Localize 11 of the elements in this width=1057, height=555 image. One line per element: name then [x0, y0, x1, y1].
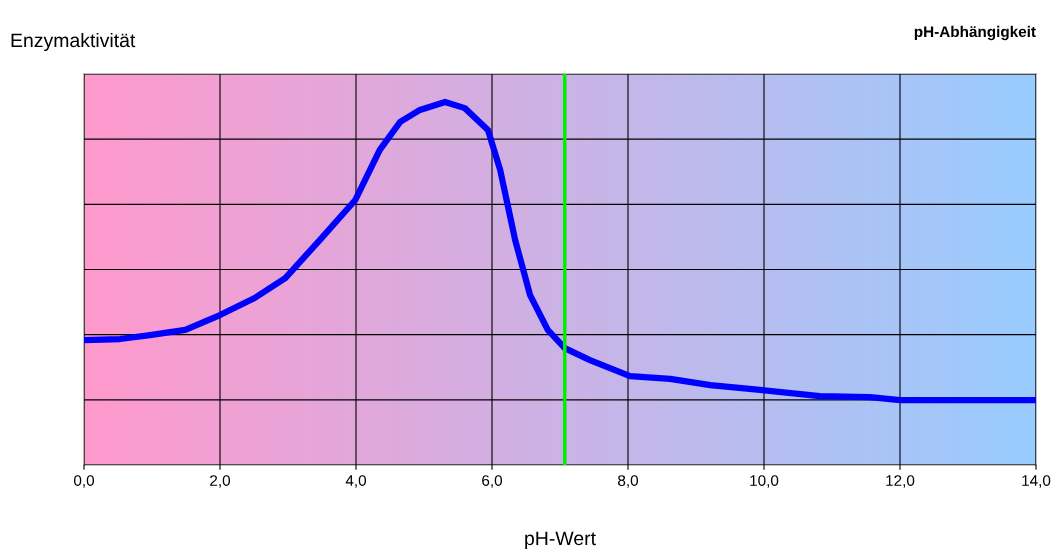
x-tick-label: 0,0	[73, 475, 95, 488]
x-tick-label: 12,0	[886, 475, 915, 488]
x-tick-label: 14,0	[1022, 475, 1051, 488]
x-tick-label: 8,0	[618, 475, 639, 488]
x-tick-label: 6,0	[482, 475, 503, 488]
chart-title: pH-Abhängigkeit	[914, 25, 1036, 41]
x-tick-label: 2,0	[210, 475, 231, 488]
x-tick-label: 10,0	[750, 475, 779, 488]
y-axis-title: Enzymaktivität	[11, 32, 136, 52]
x-tick-label: 4,0	[345, 475, 367, 488]
x-axis-title: pH-Wert	[525, 531, 596, 550]
